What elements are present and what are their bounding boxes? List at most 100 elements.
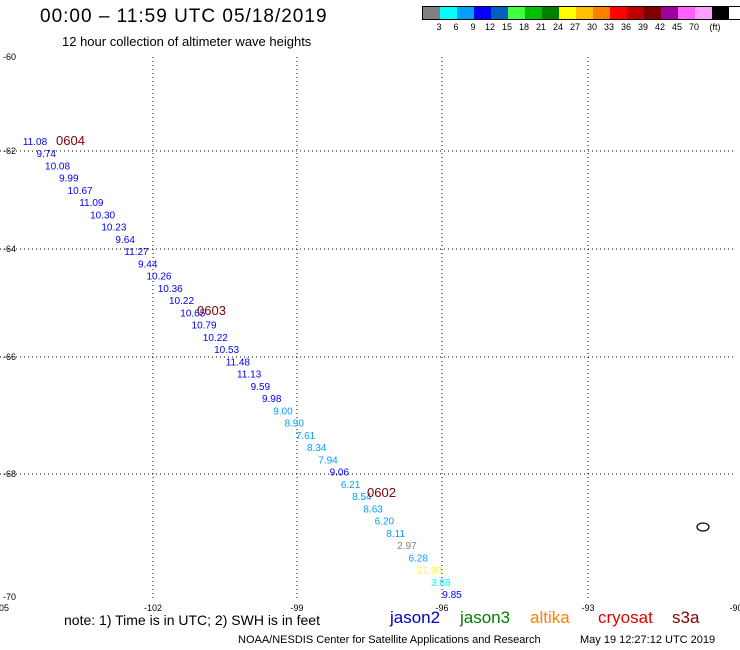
wave-height-label: 10.30 bbox=[90, 210, 115, 221]
legend-swatch bbox=[491, 7, 508, 19]
wave-height-label: 11.48 bbox=[226, 357, 251, 368]
mission-cryosat: cryosat bbox=[598, 608, 653, 627]
legend-swatch bbox=[644, 7, 661, 19]
latitude-tick-label: -60 bbox=[3, 52, 16, 62]
wave-height-label: 10.22 bbox=[203, 333, 228, 344]
pass-time-label: 0604 bbox=[56, 133, 85, 148]
longitude-tick-label: -93 bbox=[581, 603, 594, 613]
legend-label: 12 bbox=[484, 22, 496, 32]
wave-height-label: 10.53 bbox=[214, 345, 239, 356]
longitude-tick-label: -105 bbox=[0, 603, 9, 613]
legend-label: 6 bbox=[453, 22, 459, 32]
pass-time-label: 0603 bbox=[197, 303, 226, 318]
wave-height-label: 10.23 bbox=[101, 223, 126, 234]
wave-height-label: 6.20 bbox=[375, 517, 395, 528]
footer-note: note: 1) Time is in UTC; 2) SWH is in fe… bbox=[64, 612, 320, 628]
legend-swatch bbox=[457, 7, 474, 19]
legend-label: 27 bbox=[569, 22, 581, 32]
timestamp-text: May 19 12:27:12 UTC 2019 bbox=[580, 634, 716, 646]
latitude-tick-label: -66 bbox=[3, 352, 16, 362]
page-title: 00:00 – 11:59 UTC 05/18/2019 bbox=[40, 6, 328, 27]
legend-label: 42 bbox=[654, 22, 666, 32]
legend-swatch bbox=[576, 7, 593, 19]
legend-swatch bbox=[712, 7, 729, 19]
mission-s3a: s3a bbox=[672, 608, 700, 627]
longitude-tick-label: -99 bbox=[290, 603, 303, 613]
wave-height-label: 7.61 bbox=[296, 431, 316, 442]
wave-height-label: 9.74 bbox=[37, 149, 57, 160]
wave-height-label: 7.94 bbox=[318, 455, 338, 466]
wave-height-label: 10.79 bbox=[192, 321, 217, 332]
legend-swatch bbox=[559, 7, 576, 19]
wave-height-label: 8.34 bbox=[307, 443, 327, 454]
wave-height-label: 6.28 bbox=[408, 553, 428, 564]
wave-height-label: 9.64 bbox=[115, 235, 135, 246]
legend-labels: 3 6 9 12 15 18 21 24 27 30 33 36 39 42 45 70 (ft) bbox=[422, 20, 740, 32]
legend-label: 18 bbox=[518, 22, 530, 32]
legend-swatch bbox=[423, 7, 440, 19]
wave-height-label: 10.22 bbox=[169, 296, 194, 307]
legend-label: 39 bbox=[637, 22, 649, 32]
wave-height-label: 6.21 bbox=[341, 480, 361, 491]
latitude-tick-label: -68 bbox=[3, 469, 16, 479]
wave-height-label: 11.08 bbox=[23, 137, 48, 148]
page-subtitle: 12 hour collection of altimeter wave hei… bbox=[62, 34, 312, 49]
legend-swatch bbox=[542, 7, 559, 19]
latitude-tick-label: -70 bbox=[3, 592, 16, 602]
pass-time-label: 0602 bbox=[367, 485, 396, 500]
wave-height-label: 8.63 bbox=[363, 504, 383, 515]
legend-label: 45 bbox=[671, 22, 683, 32]
legend-swatches bbox=[422, 6, 740, 20]
legend-label: 24 bbox=[552, 22, 564, 32]
latitude-tick-label: -62 bbox=[3, 146, 16, 156]
legend-label: 33 bbox=[603, 22, 615, 32]
legend-label: 9 bbox=[470, 22, 476, 32]
longitude-tick-label: -96 bbox=[435, 603, 448, 613]
wave-height-label: 2.97 bbox=[397, 541, 417, 552]
mission-jason2: jason2 bbox=[390, 608, 441, 627]
wave-height-label: 10.65 bbox=[180, 308, 205, 319]
wave-height-label: 9.98 bbox=[262, 394, 282, 405]
legend-swatch bbox=[661, 7, 678, 19]
legend-label: 15 bbox=[501, 22, 513, 32]
legend-label: 3 bbox=[436, 22, 442, 32]
mission-jason3: jason3 bbox=[460, 608, 511, 627]
wave-height-label: 9.44 bbox=[138, 259, 158, 270]
legend-label: 30 bbox=[586, 22, 598, 32]
legend-swatch bbox=[508, 7, 525, 19]
wave-height-label: 3.88 bbox=[431, 578, 451, 589]
legend-label: 36 bbox=[620, 22, 632, 32]
wave-height-label: 10.26 bbox=[146, 272, 171, 283]
legend-swatch bbox=[678, 7, 695, 19]
wave-height-label: 10.67 bbox=[68, 186, 93, 197]
legend-swatch bbox=[695, 7, 712, 19]
wave-height-label: 10.36 bbox=[158, 284, 183, 295]
longitude-tick-label: -102 bbox=[144, 603, 162, 613]
wave-height-label: 10.08 bbox=[45, 161, 70, 172]
legend-swatch bbox=[593, 7, 610, 19]
wave-height-label: 11.13 bbox=[237, 370, 262, 381]
legend-swatch bbox=[440, 7, 457, 19]
legend-swatch bbox=[610, 7, 627, 19]
legend-swatch bbox=[474, 7, 491, 19]
legend-label: 21 bbox=[535, 22, 547, 32]
legend-label: 70 bbox=[688, 22, 700, 32]
latitude-tick-label: -64 bbox=[3, 244, 16, 254]
wave-height-label: 8.54 bbox=[352, 492, 372, 503]
color-legend: 3 6 9 12 15 18 21 24 27 30 33 36 39 42 45 70 (ft) bbox=[422, 6, 740, 32]
wave-height-label: 11.09 bbox=[79, 198, 104, 209]
wave-height-label: 9.99 bbox=[59, 174, 79, 185]
credit-text: NOAA/NESDIS Center for Satellite Applica… bbox=[238, 634, 541, 646]
mission-altika: altika bbox=[530, 608, 570, 627]
legend-label: (ft) bbox=[709, 22, 721, 32]
wave-height-label: 9.00 bbox=[273, 406, 293, 417]
wave-height-label: 9.06 bbox=[330, 468, 350, 479]
wave-height-label: 21.90 bbox=[417, 566, 442, 577]
legend-swatch bbox=[525, 7, 542, 19]
wave-height-label: 11.27 bbox=[124, 247, 149, 258]
wave-height-label: 8.11 bbox=[386, 529, 405, 540]
wave-height-label: 9.85 bbox=[442, 590, 462, 601]
wave-height-label: 9.59 bbox=[251, 382, 271, 393]
legend-swatch bbox=[627, 7, 644, 19]
